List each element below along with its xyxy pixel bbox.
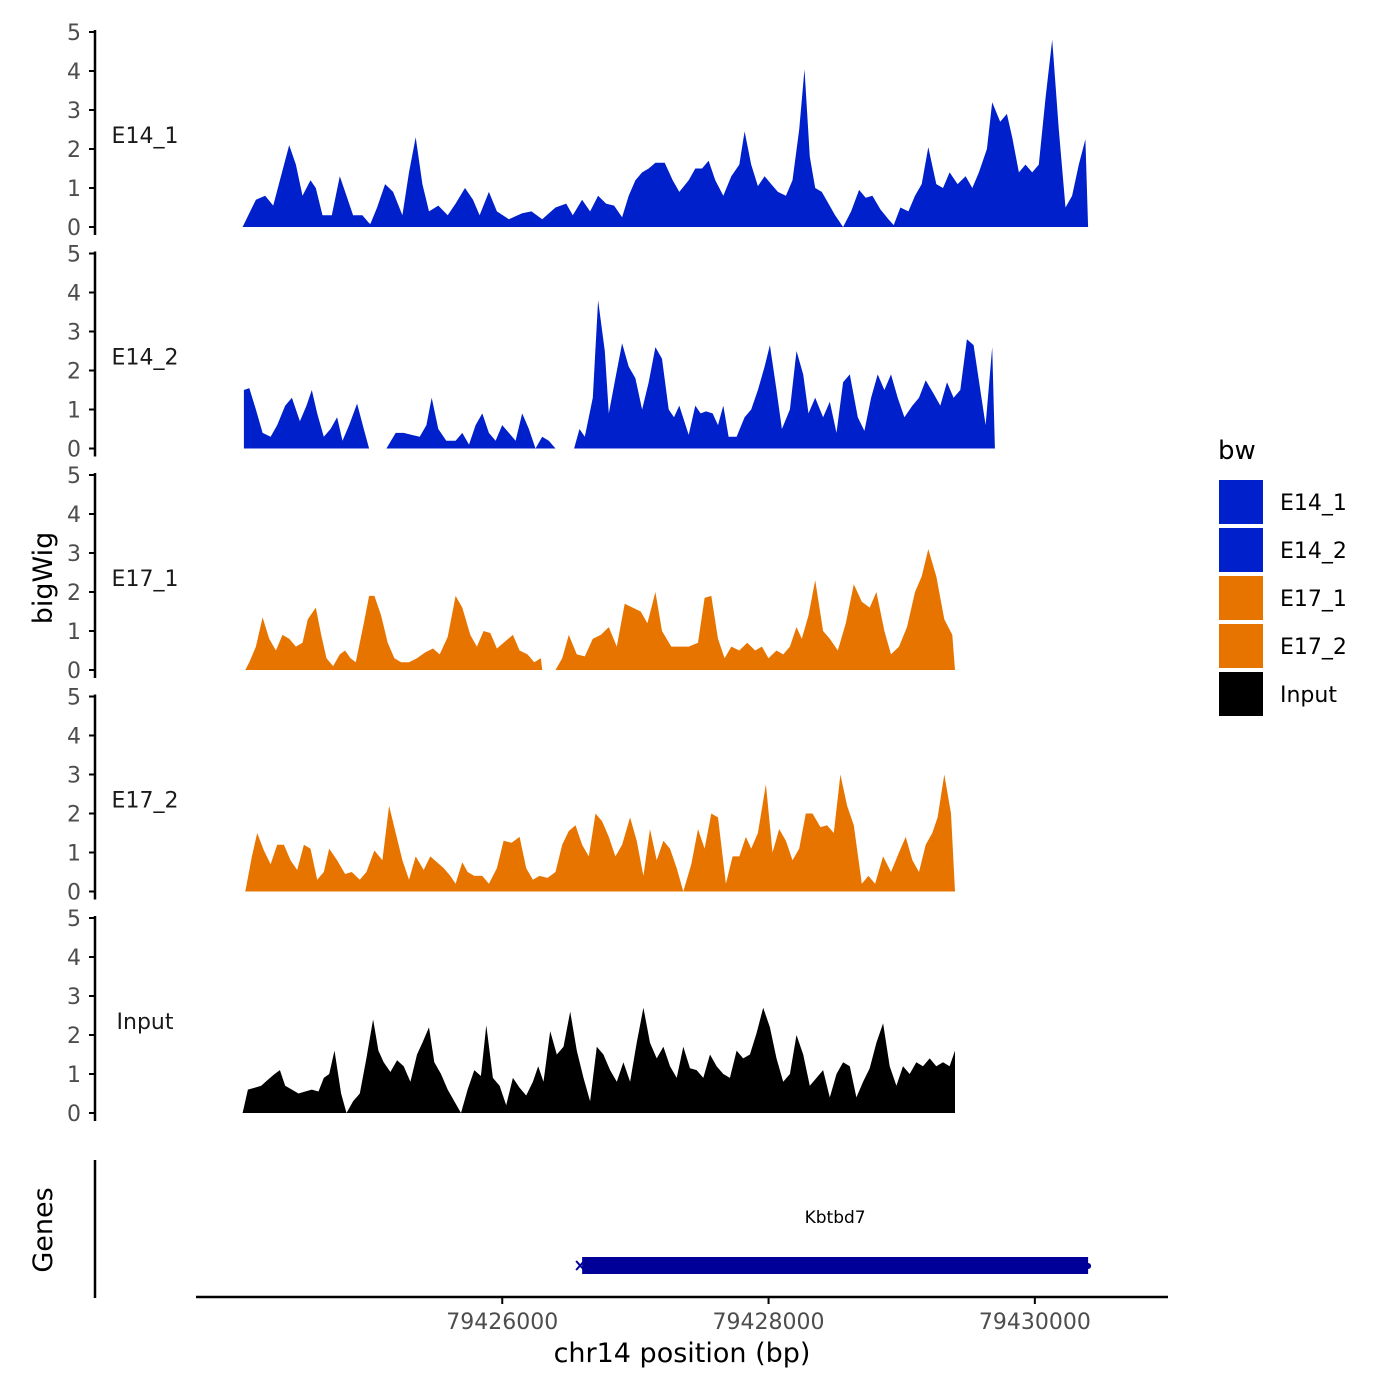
x-tick-label: 79426000 (446, 1310, 558, 1335)
y-tick-label: 4 (67, 282, 81, 307)
y-tick-label: 3 (67, 985, 81, 1010)
y-tick-label: 0 (67, 881, 81, 906)
track-area-E14_1 (242, 145, 376, 227)
legend-label: E17_1 (1280, 587, 1347, 612)
track-E17_2: 0 1 2 3 4 5 E17_2 (67, 686, 956, 906)
track-area-E17_1 (555, 549, 955, 670)
track-label: E17_2 (112, 789, 179, 814)
y-tick-label: 1 (67, 399, 81, 424)
legend-title: bw (1218, 436, 1256, 466)
y-tick-label: 2 (67, 360, 81, 385)
y-tick-label: 1 (67, 177, 81, 202)
y-tick-label: 1 (67, 842, 81, 867)
y-tick-label: 4 (67, 503, 81, 528)
track-label: Input (117, 1010, 174, 1035)
track-area-E14_2 (386, 397, 536, 449)
legend-label: E17_2 (1280, 635, 1347, 660)
legend: bw E14_1 E14_2 E17_1 E17_2 Input (1218, 436, 1347, 716)
y-tick-label: 3 (67, 99, 81, 124)
legend-label: E14_1 (1280, 491, 1347, 516)
y-tick-label: 2 (67, 1024, 81, 1049)
y-tick-label: 1 (67, 1063, 81, 1088)
track-Input: 0 1 2 3 4 5 Input (67, 907, 956, 1127)
gene-body (582, 1257, 1089, 1274)
y-tick-label: 3 (67, 321, 81, 346)
y-tick-label: 0 (67, 1102, 81, 1127)
gene-label: Kbtbd7 (805, 1208, 866, 1228)
track-E14_1: 0 1 2 3 4 5 E14_1 (67, 21, 1089, 241)
track-area-Input (242, 1007, 956, 1113)
x-tick-label: 79428000 (713, 1310, 825, 1335)
y-axis-title: bigWig (28, 532, 59, 625)
y-tick-label: 5 (67, 686, 81, 711)
y-tick-label: 3 (67, 542, 81, 567)
legend-swatch (1219, 576, 1263, 620)
legend-swatch (1219, 624, 1263, 668)
legend-label: Input (1280, 683, 1337, 708)
y-tick-label: 5 (67, 464, 81, 489)
track-area-E14_2 (574, 300, 995, 449)
y-tick-label: 2 (67, 803, 81, 828)
y-tick-label: 0 (67, 659, 81, 684)
legend-swatch (1219, 672, 1263, 716)
gene-strand-mark (575, 1260, 585, 1271)
track-label: E14_1 (112, 124, 179, 149)
legend-swatch (1219, 480, 1263, 524)
gene-track: Kbtbd7 (93, 1160, 1092, 1298)
y-tick-label: 5 (67, 907, 81, 932)
gene-end-mark (1085, 1263, 1092, 1269)
y-tick-label: 0 (67, 438, 81, 463)
y-tick-label: 4 (67, 946, 81, 971)
genes-axis-title: Genes (28, 1187, 59, 1272)
track-area-E14_1 (369, 39, 1089, 227)
tracks-layer: 0 1 2 3 4 5 E14_1 0 1 2 3 4 5 E14_2 0 1 2 3 4 5 E17_1 0 1 2 3 4 5 E… (67, 21, 1089, 1127)
y-tick-label: 1 (67, 620, 81, 645)
y-tick-label: 5 (67, 243, 81, 268)
x-axis-title: chr14 position (bp) (554, 1338, 811, 1369)
track-area-E14_2 (243, 388, 370, 449)
x-axis: 79426000 79428000 79430000 (196, 1295, 1168, 1335)
track-E17_1: 0 1 2 3 4 5 E17_1 (67, 464, 955, 684)
x-tick-label: 79430000 (979, 1310, 1091, 1335)
track-area-E14_2 (535, 436, 556, 449)
y-tick-label: 3 (67, 764, 81, 789)
legend-swatch (1219, 528, 1263, 572)
track-label: E14_2 (112, 346, 179, 371)
track-label: E17_1 (112, 567, 179, 592)
track-area-E17_1 (245, 595, 543, 670)
legend-label: E14_2 (1280, 539, 1347, 564)
track-area-E17_2 (245, 774, 956, 892)
y-tick-label: 4 (67, 60, 81, 85)
track-E14_2: 0 1 2 3 4 5 E14_2 (67, 243, 995, 463)
y-tick-label: 0 (67, 216, 81, 241)
y-tick-label: 2 (67, 581, 81, 606)
y-tick-label: 2 (67, 138, 81, 163)
y-tick-label: 4 (67, 725, 81, 750)
y-tick-label: 5 (67, 21, 81, 46)
